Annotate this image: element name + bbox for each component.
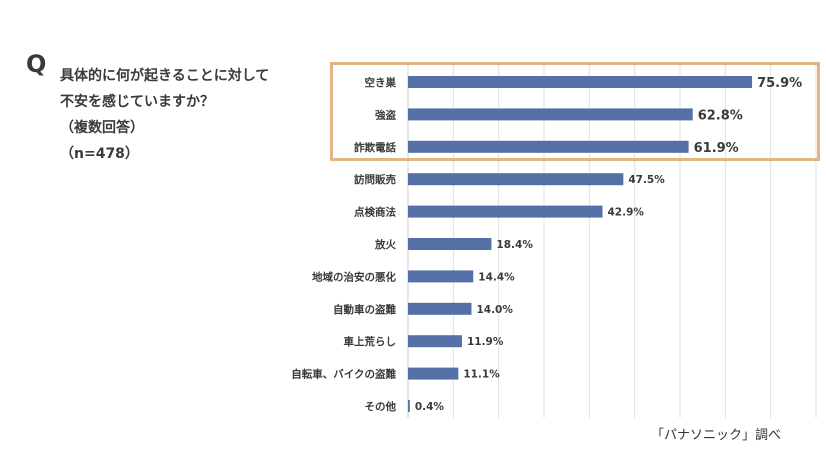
category-label: 自転車、バイクの盗難	[291, 368, 396, 381]
category-label: 強盗	[375, 108, 396, 121]
bar	[408, 238, 492, 250]
category-label: 放火	[374, 238, 396, 251]
bar	[408, 302, 472, 315]
value-label: 62.8%	[698, 108, 743, 123]
bar	[408, 76, 753, 88]
question-line: 不安を感じていますか？	[60, 94, 214, 110]
bar	[408, 270, 474, 283]
value-label: 14.0%	[476, 304, 513, 316]
value-label: 47.5%	[628, 174, 665, 186]
value-label: 75.9%	[757, 76, 802, 91]
category-label: その他	[365, 400, 397, 413]
question-marker: Q	[26, 50, 47, 78]
value-label: 11.9%	[467, 336, 504, 348]
question-line: 具体的に何が起きることに対して	[60, 68, 270, 84]
value-label: 11.1%	[463, 369, 500, 381]
question-text: 具体的に何が起きることに対して 不安を感じていますか？ （複数回答） （n=47…	[60, 63, 320, 167]
category-label: 詐欺電話	[354, 141, 396, 154]
bar	[408, 400, 410, 412]
value-label: 0.4%	[415, 401, 445, 413]
question-line: （複数回答）	[60, 120, 144, 136]
category-label: 点検商法	[354, 206, 396, 219]
value-label: 18.4%	[496, 239, 533, 251]
question-line: （n=478）	[60, 146, 139, 162]
source-note: 「パナソニック」調べ	[651, 428, 782, 443]
category-label: 訪問販売	[354, 173, 396, 186]
category-label: 空き巣	[365, 76, 397, 89]
highlight-box	[330, 62, 820, 161]
bar	[408, 205, 603, 218]
category-label: 車上荒らし	[344, 335, 397, 348]
bar	[408, 108, 693, 121]
bar	[408, 140, 689, 153]
value-label: 14.4%	[478, 271, 515, 283]
category-label: 自動車の盗難	[333, 303, 396, 316]
category-label: 地域の治安の悪化	[312, 270, 396, 283]
value-label: 42.9%	[607, 207, 644, 219]
bar	[408, 335, 462, 348]
bar	[408, 173, 624, 186]
bar	[408, 367, 459, 380]
value-label: 61.9%	[694, 141, 739, 156]
